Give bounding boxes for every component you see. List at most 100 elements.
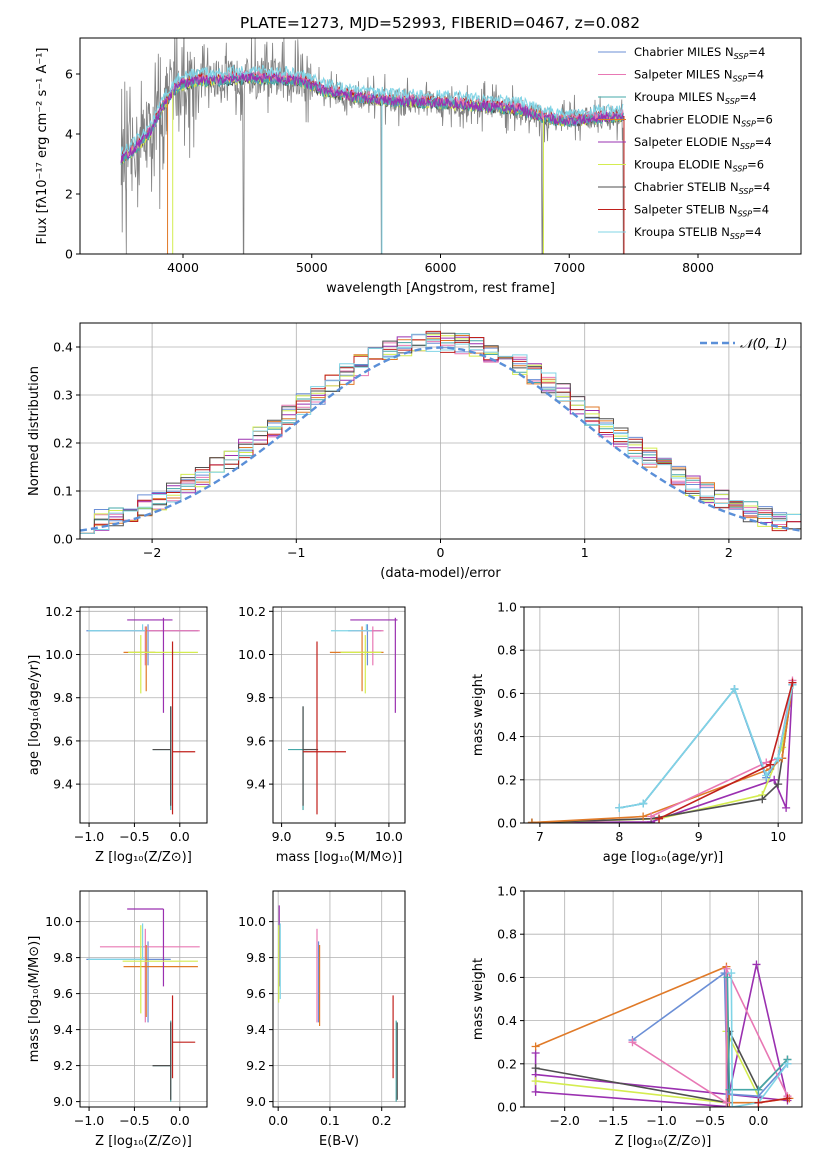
legend-entry-name: Chabrier STELIB [634, 180, 726, 194]
data-point-marker [758, 795, 767, 804]
legend-entry-kroupa-stelib: Kroupa STELIB NSSP=4 [634, 225, 762, 241]
x-tick-label: 5000 [296, 260, 328, 275]
x-tick-label: 10 [770, 829, 786, 844]
x-tick-label: 0.0 [170, 1113, 190, 1128]
errorbar-kroupa-elodie [128, 635, 198, 694]
series-kroupa-stelib [615, 680, 797, 812]
legend-entry-value: =4 [740, 90, 757, 104]
data-point-marker [723, 1090, 732, 1099]
series-line [726, 977, 789, 1091]
y-axis-label: Normed distribution [27, 366, 42, 496]
normal-distribution-curve [80, 346, 801, 532]
y-tick-label: 9.2 [246, 1058, 266, 1073]
x-tick-label: 1 [581, 545, 589, 560]
axes-frame [79, 890, 208, 1108]
mass-weight-vs-metallicity-panel: −2.0 −1.5 −1.0 −0.5 0.0 0.0 0.2 0.4 0.6 0.8 1.0 Z [… [471, 884, 803, 1149]
legend-entry-name: Salpeter ELODIE [634, 135, 728, 149]
y-tick-label: 0.4 [497, 729, 517, 744]
data-point-marker [531, 1077, 540, 1086]
x-tick-label: −1.0 [74, 1113, 104, 1128]
x-tick-label: 9.0 [272, 829, 292, 844]
legend-entry-chabrier-miles: Chabrier MILES NSSP=4 [634, 45, 765, 61]
x-tick-label: 8 [615, 829, 623, 844]
y-tick-label: 0.1 [53, 484, 73, 499]
axes-frame [523, 890, 803, 1108]
data-point-marker [752, 960, 761, 969]
data-point-marker [722, 964, 731, 973]
y-axis-label: mass weight [471, 674, 486, 756]
legend-entry-subscript: SSP [737, 210, 752, 219]
legend-entry-subscript: SSP [732, 75, 747, 84]
data-point-marker [774, 754, 783, 763]
data-point-marker [727, 969, 736, 978]
x-tick-label: 4000 [167, 260, 199, 275]
data-point-marker [783, 1059, 792, 1068]
data-point-marker [783, 1094, 792, 1103]
plot-area [86, 908, 200, 1102]
x-axis-label: Z [log₁₀(Z/Z⊙)] [615, 1134, 712, 1149]
mass-weight-vs-age-panel: 7 8 9 10 0.0 0.2 0.4 0.6 0.8 1.0 age [log₁₀(age/yr… [471, 600, 803, 865]
legend-entry-subscript: SSP [741, 120, 756, 129]
series-line [758, 1097, 788, 1104]
legend-entry-value: =6 [756, 113, 773, 127]
y-tick-label: 0.2 [53, 436, 73, 451]
data-point-marker [766, 760, 775, 769]
legend-entry-name: Salpeter MILES [634, 68, 720, 82]
x-tick-label: −0.5 [695, 1113, 725, 1128]
series-line [619, 684, 794, 809]
y-tick-label: 10.0 [238, 914, 266, 929]
mass-vs-metallicity-panel: −1.0 −0.5 0.0 9.0 9.2 9.4 9.6 9.8 10.0 Z [log₁₀(Z… [27, 890, 208, 1149]
data-point-marker [730, 685, 739, 694]
legend-entry-value: =4 [755, 135, 772, 149]
legend-entry-name: Kroupa ELODIE [634, 158, 720, 172]
y-tick-label: 0.0 [497, 816, 517, 831]
errorbar-kroupa-stelib [88, 923, 146, 961]
data-point-marker [754, 1098, 763, 1107]
data-point-marker [639, 799, 648, 808]
legend-entry-kroupa-elodie: Kroupa ELODIE NSSP=6 [634, 158, 764, 174]
age-vs-mass-panel: 9.0 9.5 10.0 9.4 9.6 9.8 10.0 10.2 mass [log₁₀(M… [238, 604, 406, 865]
legend-entry-value: =4 [747, 68, 764, 82]
y-tick-label: 0.0 [53, 532, 73, 547]
data-point-marker [774, 780, 783, 789]
y-tick-label: 0.6 [497, 686, 517, 701]
legend-entry-subscript: SSP [734, 52, 749, 61]
y-tick-label: 0.2 [497, 1056, 517, 1071]
x-tick-label: 2 [725, 545, 733, 560]
errorbar-kroupa-stelib [330, 624, 372, 632]
legend-entry-prefix: N [720, 68, 732, 82]
legend-entry-subscript: SSP [732, 165, 747, 174]
data-point-marker [628, 1038, 637, 1047]
x-tick-label: 8000 [682, 260, 714, 275]
y-tick-label: 0.4 [53, 340, 73, 355]
y-tick-label: 9.6 [246, 733, 266, 748]
legend-entry-prefix: N [720, 158, 732, 172]
legend-entry-chabrier-elodie: Chabrier ELODIE NSSP=6 [634, 113, 773, 129]
legend-entry-value: =4 [748, 45, 765, 59]
data-point-marker [639, 812, 648, 821]
legend-entry-salpeter-elodie: Salpeter ELODIE NSSP=4 [634, 135, 772, 151]
legend-entry-name: Kroupa MILES [634, 90, 713, 104]
y-tick-label: 0.2 [497, 772, 517, 787]
y-axis-label: mass weight [471, 958, 486, 1040]
age-vs-metallicity-panel: −1.0 −0.5 0.0 9.4 9.6 9.8 10.0 10.2 Z [log₁₀(Z/Z… [27, 604, 208, 865]
data-point-marker [728, 1103, 737, 1107]
legend-entry-prefix: N [726, 180, 738, 194]
data-point-marker [655, 814, 664, 823]
errorbar-salpeter-elodie [127, 908, 165, 987]
y-tick-label: 0.6 [497, 970, 517, 985]
legend-entry-value: =4 [745, 225, 762, 239]
data-point-marker [531, 1064, 540, 1073]
y-tick-label: 1.0 [497, 600, 517, 615]
y-tick-label: 6 [65, 67, 73, 82]
plot-area [120, 38, 625, 254]
plot-area [527, 676, 797, 823]
legend-entry-name: Chabrier ELODIE [634, 113, 729, 127]
x-tick-label: 0 [437, 545, 445, 560]
errorbar-kroupa-elodie [340, 635, 382, 694]
data-point-marker [754, 1085, 763, 1094]
y-tick-label: 9.4 [246, 1022, 266, 1037]
